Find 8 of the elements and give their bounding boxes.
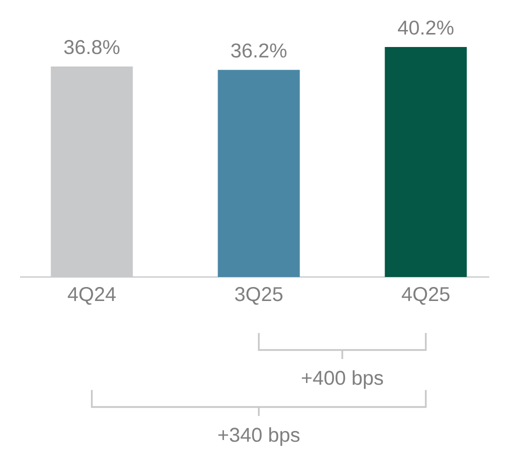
text: +340 bps <box>218 427 300 446</box>
x-tick-label: 4Q24 <box>68 287 116 305</box>
x-tick-label: 4Q25 <box>402 287 450 305</box>
text: +400 bps <box>302 370 383 389</box>
data-label: 40.2% <box>398 20 454 35</box>
x-tick-label: 3Q25 <box>235 287 282 305</box>
data-label: 36.2% <box>231 43 286 58</box>
data-label: 36.8% <box>64 40 120 54</box>
